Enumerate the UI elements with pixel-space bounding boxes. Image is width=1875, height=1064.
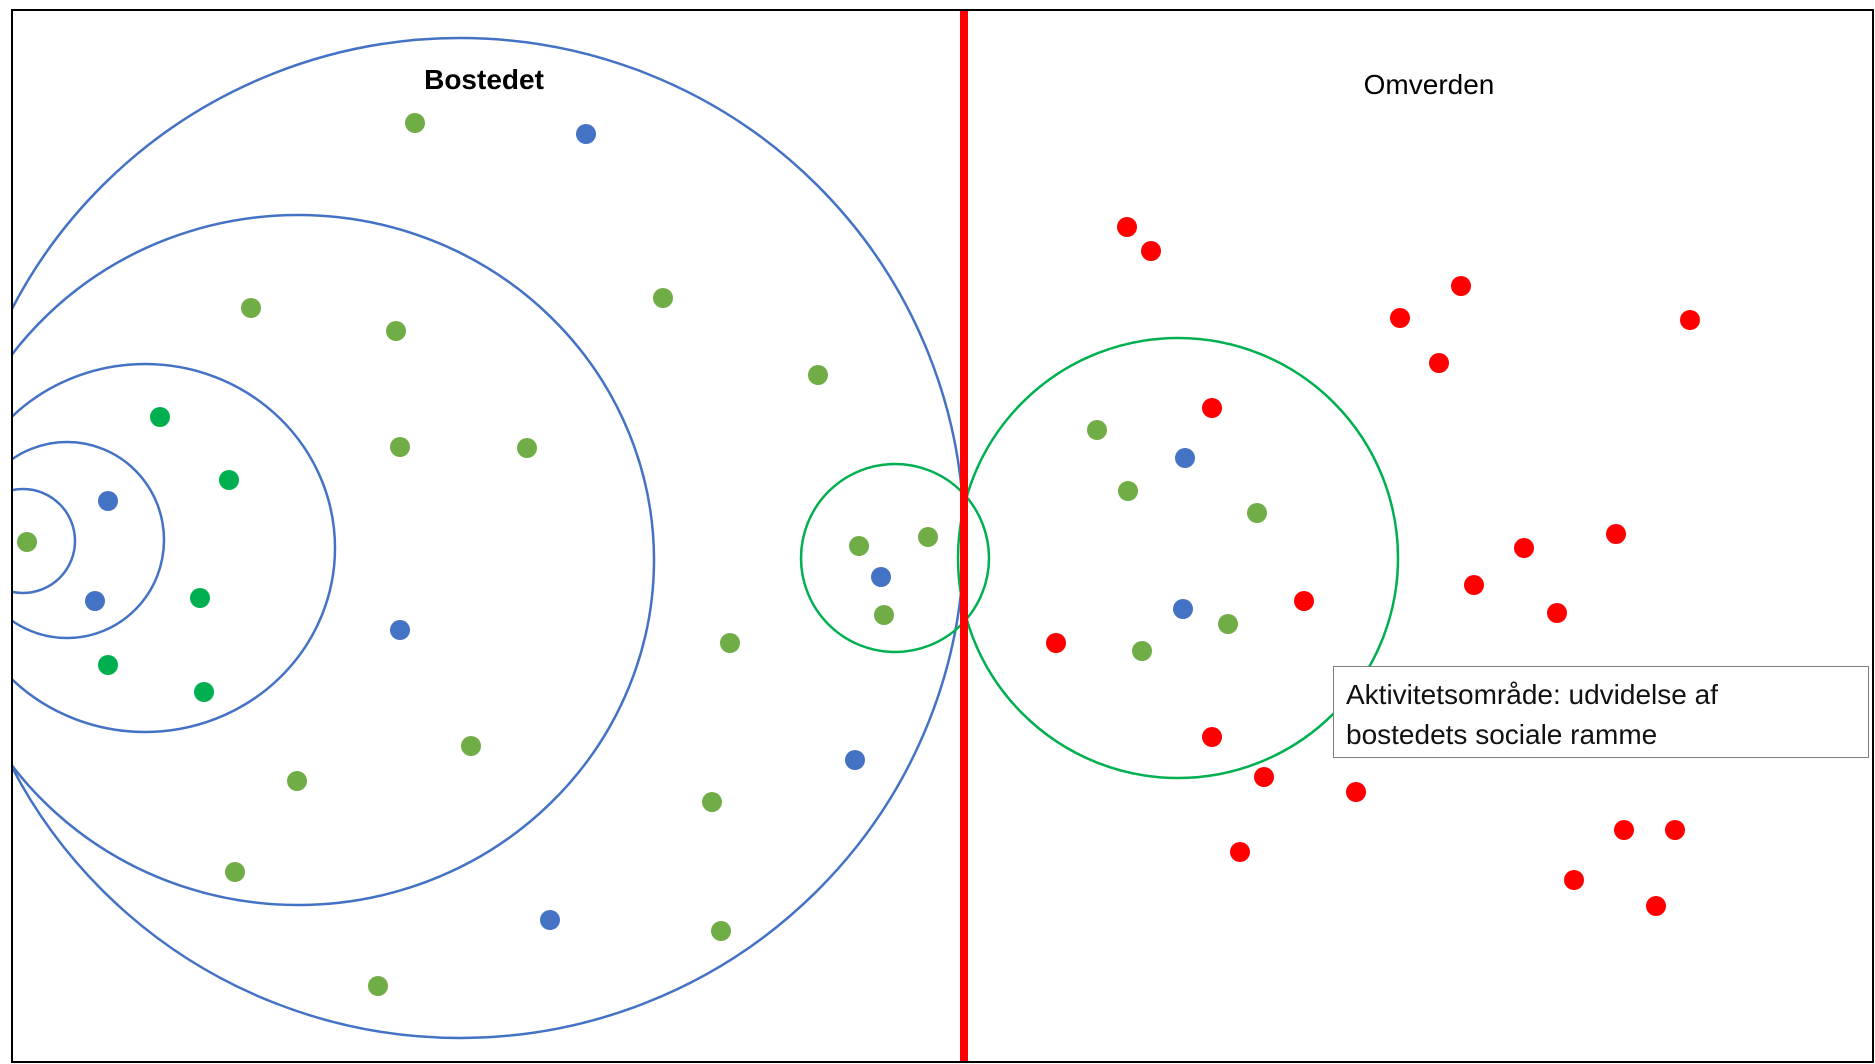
lightgreen-dot [1087, 420, 1107, 440]
bostedet-label: Bostedet [424, 64, 544, 95]
blue-dot [576, 124, 596, 144]
lightgreen-dot [720, 633, 740, 653]
red-dot [1294, 591, 1314, 611]
omverden-label: Omverden [1364, 69, 1495, 100]
red-dot [1390, 308, 1410, 328]
ring-medium [12, 362, 337, 734]
red-dot [1606, 524, 1626, 544]
red-dot [1346, 782, 1366, 802]
darkgreen-dot [190, 588, 210, 608]
lightgreen-dot [517, 438, 537, 458]
blue-dot [1175, 448, 1195, 468]
red-dot [1614, 820, 1634, 840]
blue-dot [390, 620, 410, 640]
diagram-frame [11, 9, 1874, 1063]
blue-dot [85, 591, 105, 611]
ring-outermost [12, 36, 966, 1040]
lightgreen-dot [405, 113, 425, 133]
lightgreen-dot [1247, 503, 1267, 523]
activity-ring-large [956, 336, 1400, 780]
red-dot [1564, 870, 1584, 890]
callout-line-2: bostedets sociale ramme [1346, 719, 1658, 750]
ring-center [12, 487, 77, 595]
red-dot [1665, 820, 1685, 840]
red-dot [1464, 575, 1484, 595]
red-dot [1202, 398, 1222, 418]
red-dot [1230, 842, 1250, 862]
bostedet-rings [12, 36, 966, 1040]
lightgreen-dot [225, 862, 245, 882]
activity-area-callout: Aktivitetsområde: udvidelse af bostedets… [1333, 666, 1869, 758]
blue-dot [1173, 599, 1193, 619]
blue-dot [540, 910, 560, 930]
blue-dot [98, 491, 118, 511]
red-dot [1680, 310, 1700, 330]
lightgreen-dot [1218, 614, 1238, 634]
red-dot [1451, 276, 1471, 296]
lightgreen-dot [287, 771, 307, 791]
blue-dot [845, 750, 865, 770]
lightgreen-dot [1132, 641, 1152, 661]
red-dot [1141, 241, 1161, 261]
red-dot [1117, 217, 1137, 237]
lightgreen-dot [808, 365, 828, 385]
lightgreen-dot [17, 532, 37, 552]
red-dot [1646, 896, 1666, 916]
darkgreen-dot [219, 470, 239, 490]
lightgreen-dot [918, 527, 938, 547]
red-dot [1046, 633, 1066, 653]
activity-rings [799, 336, 1400, 780]
lightgreen-dot [653, 288, 673, 308]
lightgreen-dot [368, 976, 388, 996]
red-dot [1547, 603, 1567, 623]
lightgreen-dot [874, 605, 894, 625]
lightgreen-dot [849, 536, 869, 556]
ring-large [12, 213, 656, 907]
dots-layer [17, 113, 1700, 996]
darkgreen-dot [150, 407, 170, 427]
ring-small [12, 440, 166, 640]
lightgreen-dot [461, 736, 481, 756]
lightgreen-dot [711, 921, 731, 941]
lightgreen-dot [386, 321, 406, 341]
callout-line-1: Aktivitetsområde: udvidelse af [1346, 679, 1718, 710]
lightgreen-dot [390, 437, 410, 457]
red-dot [1429, 353, 1449, 373]
lightgreen-dot [1118, 481, 1138, 501]
blue-dot [871, 567, 891, 587]
red-dot [1514, 538, 1534, 558]
activity-ring-small [799, 462, 991, 654]
darkgreen-dot [194, 682, 214, 702]
lightgreen-dot [241, 298, 261, 318]
red-dot [1202, 727, 1222, 747]
red-dot [1254, 767, 1274, 787]
darkgreen-dot [98, 655, 118, 675]
lightgreen-dot [702, 792, 722, 812]
